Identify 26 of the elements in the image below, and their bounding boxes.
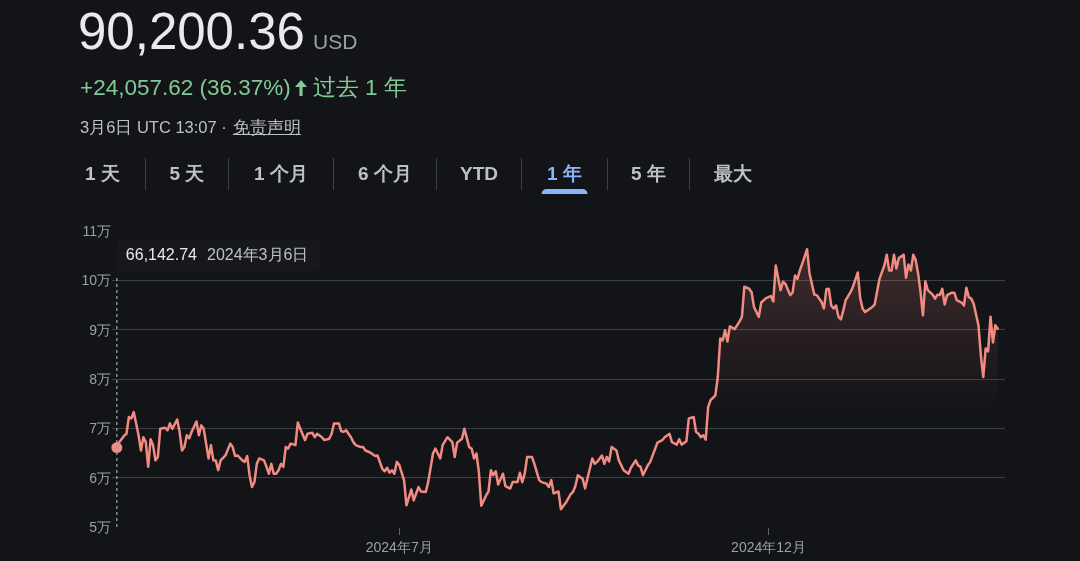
text: 1 天	[85, 162, 120, 186]
text: USD	[313, 30, 358, 54]
chart-title: 90,200.36	[78, 2, 305, 62]
y-tick-label: 11万	[82, 222, 111, 239]
text: 3月6日 UTC 13:07 ·	[80, 117, 227, 138]
text: YTD	[460, 163, 498, 185]
y-tick-label: 7万	[89, 420, 111, 437]
text: 过去 1 年	[312, 75, 407, 101]
text: 6 个月	[358, 162, 412, 186]
chart-subtitle: +24,057.62 (36.37%)	[80, 75, 291, 101]
text: 最大	[714, 162, 752, 186]
y-tick-label: 5万	[89, 518, 111, 535]
x-tick-label: 2024年12月	[731, 538, 806, 555]
text: 5 天	[169, 162, 205, 186]
text: 1 个月	[254, 162, 308, 186]
text: 免责声明	[232, 117, 301, 138]
y-tick-label: 10万	[81, 272, 111, 289]
text: 1 年	[547, 162, 582, 186]
annotation: 2024年3月6日	[207, 245, 309, 265]
y-tick-label: 6万	[89, 469, 111, 486]
tooltip-panel: 66,142.74 2024年3月6日	[116, 239, 321, 271]
x-tick-label: 2024年7月	[365, 538, 433, 555]
y-tick-label: 9万	[89, 321, 111, 338]
y-tick-label: 8万	[89, 370, 111, 387]
annotation: 66,142.74	[125, 245, 198, 265]
text: 5 年	[631, 162, 666, 186]
